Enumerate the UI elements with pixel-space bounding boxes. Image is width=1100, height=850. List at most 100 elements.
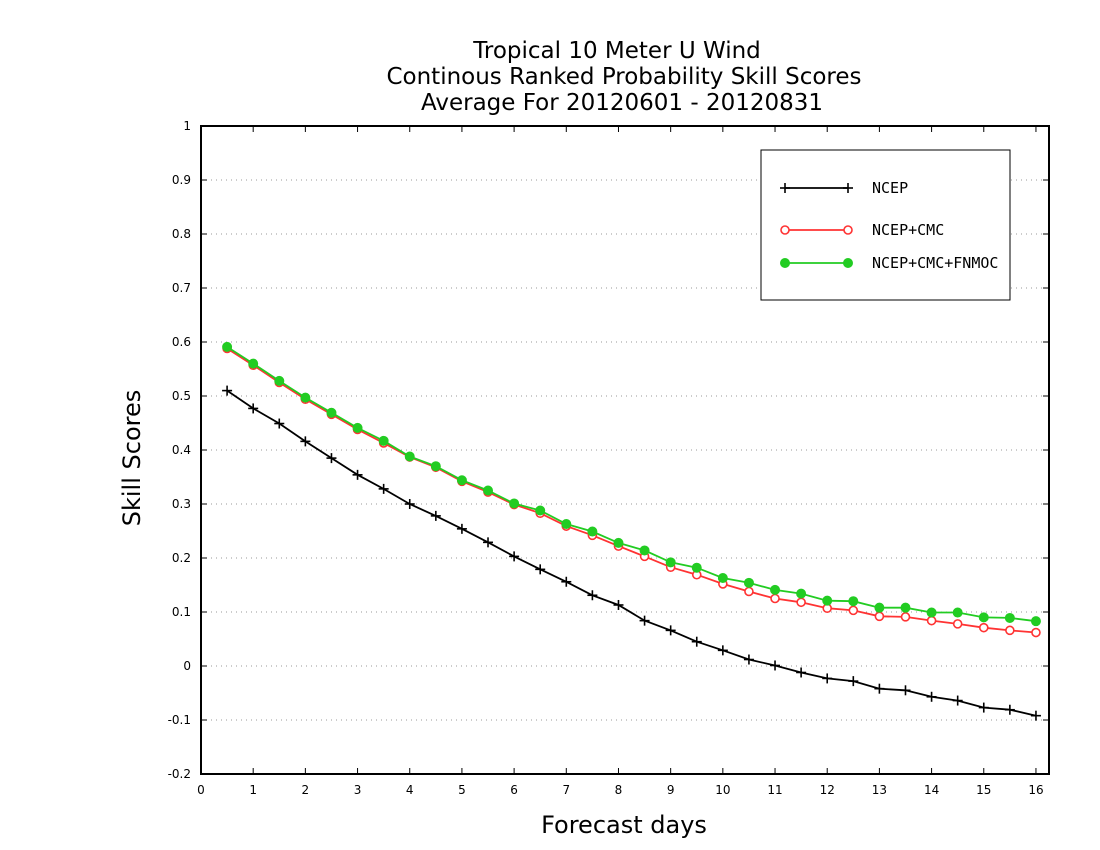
data-point-0-4 (326, 453, 337, 464)
x-tick-label-6: 6 (510, 783, 518, 797)
y-tick-label-7: 0.5 (172, 389, 191, 403)
data-point-0-11 (509, 551, 520, 562)
data-point-2-1 (248, 358, 259, 369)
x-axis: 0 1 2 3 4 5 6 7 8 9 10 11 12 13 14 15 16 (197, 126, 1044, 797)
x-tick-label-12: 12 (820, 783, 835, 797)
legend-box (760, 149, 1011, 301)
y-axis: -0.2 -0.1 0 0.1 0.2 0.3 0.4 0.5 0.6 0.7 0.8 0.9 1 (168, 119, 1049, 781)
y-tick-label-12: 1 (183, 119, 191, 133)
data-point-0-6 (378, 483, 389, 494)
y-tick-label-3: 0.1 (172, 605, 191, 619)
y-tick-label-9: 0.7 (172, 281, 191, 295)
legend-entry-1: NCEP+CMC (780, 221, 944, 239)
data-point-1-22 (796, 597, 806, 608)
data-point-0-28 (952, 695, 963, 706)
data-point-0-18 (691, 636, 702, 647)
data-point-2-17 (665, 557, 676, 568)
data-point-2-22 (796, 588, 807, 599)
data-point-1-20 (744, 586, 754, 597)
y-tick-label-11: 0.9 (172, 173, 191, 187)
series-1 (222, 343, 1041, 638)
legend-marker-end-2 (843, 258, 853, 268)
legend-label-1: NCEP+CMC (872, 221, 944, 239)
data-point-2-14 (587, 526, 598, 537)
data-point-2-3 (300, 392, 311, 403)
data-point-0-0 (222, 385, 233, 396)
data-point-0-22 (796, 667, 807, 678)
data-point-2-0 (222, 341, 233, 352)
legend-label-2: NCEP+CMC+FNMOC (872, 254, 998, 272)
data-point-2-24 (848, 596, 859, 607)
x-tick-label-8: 8 (615, 783, 623, 797)
data-point-0-31 (1030, 710, 1041, 721)
legend: NCEP NCEP+CMC NCEP+CMC+FNMOC (760, 149, 1011, 301)
legend-marker-start-0 (780, 183, 790, 193)
data-point-2-13 (561, 518, 572, 529)
data-point-2-18 (691, 562, 702, 573)
data-point-0-20 (743, 654, 754, 665)
x-tick-label-16: 16 (1028, 783, 1043, 797)
data-point-2-9 (456, 475, 467, 486)
data-point-2-19 (717, 572, 728, 583)
data-point-2-31 (1030, 616, 1041, 627)
data-point-1-25 (874, 611, 885, 622)
chart-title-line-1: Tropical 10 Meter U Wind (472, 38, 761, 64)
data-point-0-23 (822, 673, 833, 684)
x-tick-label-5: 5 (458, 783, 466, 797)
x-tick-label-1: 1 (249, 783, 257, 797)
data-point-2-5 (352, 422, 363, 433)
x-tick-label-14: 14 (924, 783, 939, 797)
data-point-2-27 (926, 607, 937, 618)
y-tick-label-0: -0.2 (168, 767, 191, 781)
data-point-0-26 (900, 685, 911, 696)
data-point-2-28 (952, 607, 963, 618)
data-point-0-8 (430, 510, 441, 521)
data-point-0-19 (717, 645, 728, 656)
x-tick-label-10: 10 (715, 783, 730, 797)
data-point-0-7 (404, 499, 415, 509)
chart-title-line-2: Continous Ranked Probability Skill Score… (386, 64, 861, 90)
data-point-0-13 (561, 576, 572, 587)
data-point-0-5 (352, 469, 363, 480)
x-axis-label: Forecast days (541, 811, 707, 839)
data-point-2-30 (1004, 612, 1015, 623)
data-point-2-16 (639, 545, 650, 556)
data-point-0-1 (248, 403, 259, 414)
data-point-0-27 (926, 691, 937, 702)
x-tick-label-4: 4 (406, 783, 414, 797)
series-layer (222, 341, 1041, 721)
y-tick-label-6: 0.4 (172, 443, 191, 457)
series-line-1 (226, 347, 1037, 634)
legend-marker-start-2 (780, 258, 790, 268)
x-tick-label-11: 11 (767, 783, 782, 797)
y-tick-label-10: 0.8 (172, 227, 191, 241)
data-point-0-10 (483, 537, 494, 548)
data-point-2-8 (430, 461, 441, 472)
legend-marker-end-1 (843, 225, 853, 235)
x-tick-label-0: 0 (197, 783, 205, 797)
data-point-0-29 (978, 702, 989, 713)
x-tick-label-13: 13 (872, 783, 887, 797)
data-point-2-15 (613, 537, 624, 548)
data-point-2-7 (404, 451, 415, 462)
data-point-1-24 (848, 605, 859, 616)
series-2 (222, 341, 1041, 627)
data-point-1-28 (952, 619, 963, 629)
data-point-2-29 (978, 612, 989, 623)
x-tick-label-9: 9 (667, 783, 675, 797)
data-point-0-3 (300, 436, 311, 447)
data-point-0-14 (587, 590, 598, 601)
legend-entry-0: NCEP (780, 179, 908, 197)
legend-entry-2: NCEP+CMC+FNMOC (780, 254, 998, 272)
legend-marker-end-0 (843, 183, 853, 193)
data-point-2-12 (535, 505, 546, 516)
data-point-1-31 (1031, 627, 1041, 638)
y-tick-label-2: 0 (183, 659, 191, 673)
data-point-0-25 (874, 683, 885, 694)
data-point-1-26 (900, 612, 911, 622)
data-point-0-17 (665, 625, 676, 636)
data-point-2-26 (900, 602, 911, 613)
y-tick-label-4: 0.2 (172, 551, 191, 565)
data-point-0-21 (770, 660, 781, 671)
